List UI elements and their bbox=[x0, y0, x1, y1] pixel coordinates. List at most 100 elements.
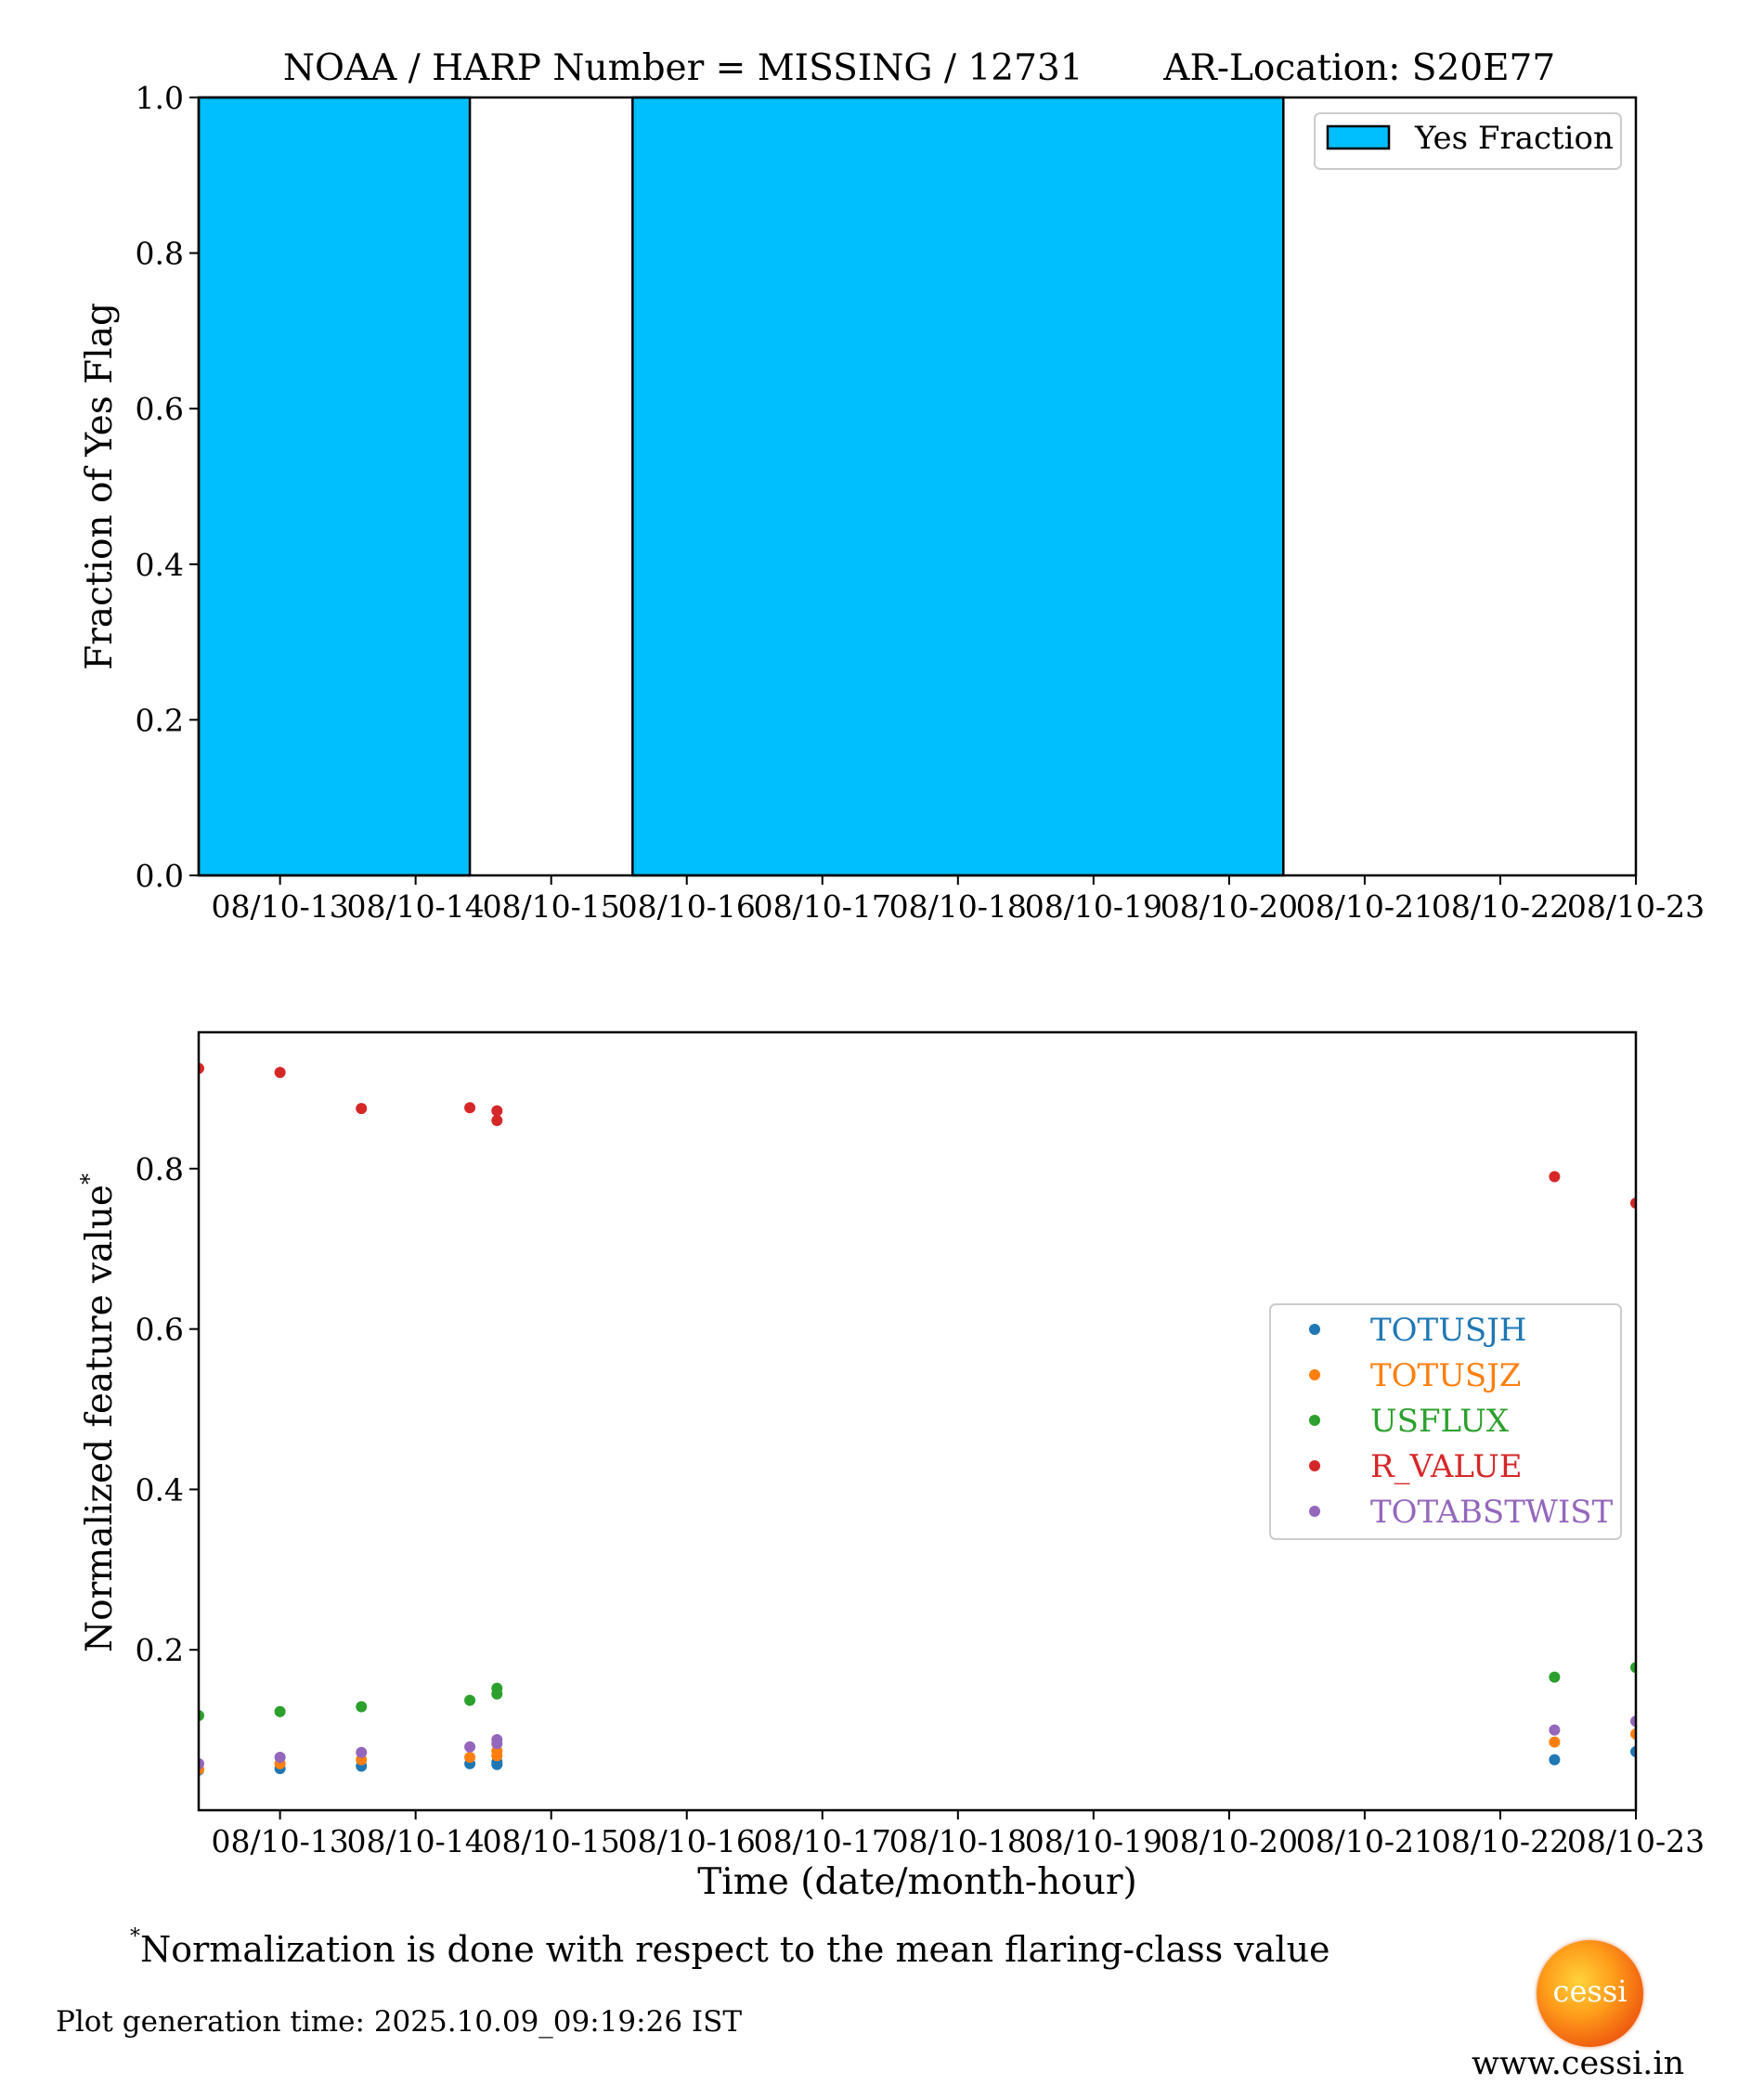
bottom-x-tick-label: 08/10-13 bbox=[211, 1823, 348, 1859]
point-usflux bbox=[491, 1682, 503, 1694]
legend-label-r-value: R_VALUE bbox=[1370, 1448, 1523, 1485]
legend-swatch-yes-fraction bbox=[1326, 124, 1391, 150]
top-chart-title: NOAA / HARP Number = MISSING / 12731 AR-… bbox=[283, 47, 1555, 89]
top-x-tick-label: 08/10-19 bbox=[1025, 888, 1162, 925]
top-y-axis-label: Fraction of Yes Flag bbox=[79, 303, 121, 670]
yes-fraction-chart: NOAA / HARP Number = MISSING / 12731 AR-… bbox=[79, 47, 1705, 925]
top-legend: Yes Fraction bbox=[1314, 112, 1622, 170]
bottom-y-axis-label: Normalized feature value* bbox=[76, 1173, 121, 1652]
point-totabstwist bbox=[464, 1741, 476, 1753]
point-totusjh bbox=[1630, 1745, 1636, 1757]
top-x-tick-label: 08/10-14 bbox=[347, 888, 485, 925]
point-totabstwist bbox=[491, 1733, 503, 1745]
top-plot-frame bbox=[197, 96, 1638, 877]
bottom-legend-box bbox=[1269, 1303, 1622, 1540]
top-x-tick-label: 08/10-20 bbox=[1161, 888, 1298, 925]
bottom-y-tick-label: 0.4 bbox=[136, 1471, 184, 1508]
point-totabstwist bbox=[1630, 1716, 1636, 1728]
bottom-y-tick-label: 0.2 bbox=[136, 1632, 184, 1668]
legend-marker-totusjz bbox=[1309, 1369, 1320, 1380]
normalization-footnote: *Normalization is done with respect to t… bbox=[130, 1925, 1330, 1970]
top-x-tick-label: 08/10-18 bbox=[889, 888, 1027, 925]
legend-marker-totabstwist bbox=[1309, 1506, 1320, 1517]
top-y-tick-label: 1.0 bbox=[136, 80, 184, 116]
footnote-marker: * bbox=[130, 1925, 140, 1949]
top-y-ticks: 0.0 0.2 0.4 0.6 0.8 1.0 bbox=[136, 80, 199, 894]
top-y-tick-label: 0.0 bbox=[136, 858, 184, 894]
legend-label-totabstwist: TOTABSTWIST bbox=[1370, 1494, 1614, 1531]
bottom-x-tick-label: 08/10-20 bbox=[1161, 1823, 1298, 1859]
point-r-value bbox=[1549, 1171, 1561, 1183]
bottom-points bbox=[199, 1062, 1636, 1776]
bottom-y-ticks: 0.2 0.4 0.6 0.8 bbox=[136, 1151, 199, 1668]
point-totusjh bbox=[1549, 1754, 1561, 1766]
point-totabstwist bbox=[1549, 1724, 1561, 1736]
top-x-tick-label: 08/10-21 bbox=[1296, 888, 1433, 925]
top-y-tick-label: 0.8 bbox=[136, 236, 184, 272]
point-totusjz bbox=[464, 1751, 476, 1763]
point-r-value bbox=[356, 1103, 368, 1115]
top-x-tick-label: 08/10-17 bbox=[754, 888, 891, 925]
bottom-x-tick-label: 08/10-23 bbox=[1567, 1823, 1705, 1859]
bottom-x-tick-label: 08/10-16 bbox=[618, 1823, 756, 1859]
legend-label-totusjh: TOTUSJH bbox=[1370, 1312, 1526, 1349]
point-totabstwist bbox=[356, 1746, 368, 1758]
footnote-text: Normalization is done with respect to th… bbox=[140, 1929, 1330, 1970]
top-x-tick-label: 08/10-13 bbox=[211, 888, 348, 925]
bottom-x-tick-label: 08/10-21 bbox=[1296, 1823, 1433, 1859]
top-y-tick-label: 0.6 bbox=[136, 391, 184, 427]
point-r-value bbox=[491, 1105, 503, 1117]
bottom-x-tick-label: 08/10-14 bbox=[347, 1823, 485, 1859]
bottom-x-tick-label: 08/10-22 bbox=[1432, 1823, 1569, 1859]
bottom-legend-entries: TOTUSJH TOTUSJZ USFLUX R_VALUE TOTABSTWIST bbox=[1309, 1312, 1614, 1531]
bottom-plot-frame bbox=[197, 1030, 1638, 1812]
bottom-y-axis-label-superscript: * bbox=[76, 1173, 102, 1185]
legend-marker-usflux bbox=[1309, 1415, 1320, 1426]
generation-time: Plot generation time: 2025.10.09_09:19:2… bbox=[56, 2005, 743, 2039]
legend-label-usflux: USFLUX bbox=[1370, 1403, 1510, 1440]
legend-label-totusjz: TOTUSJZ bbox=[1370, 1357, 1521, 1394]
bottom-x-tick-label: 08/10-18 bbox=[889, 1823, 1027, 1859]
point-r-value bbox=[1630, 1198, 1636, 1210]
top-x-tick-label: 08/10-16 bbox=[618, 888, 756, 925]
logo-text: cessi bbox=[1552, 1974, 1628, 2009]
point-usflux bbox=[274, 1705, 286, 1717]
bottom-y-tick-label: 0.6 bbox=[136, 1312, 184, 1348]
top-legend-box bbox=[1314, 112, 1622, 170]
top-x-tick-label: 08/10-23 bbox=[1567, 888, 1705, 925]
point-r-value bbox=[274, 1067, 286, 1079]
point-totabstwist bbox=[199, 1757, 204, 1769]
point-totusjz bbox=[1630, 1728, 1636, 1740]
point-r-value bbox=[199, 1062, 204, 1074]
bar-2 bbox=[631, 96, 1285, 877]
feature-value-chart: 0.20.40.60.8 08/10-1308/10-1408/10-1508/… bbox=[76, 1030, 1705, 1903]
bottom-x-ticks: 08/10-1308/10-1408/10-1508/10-1608/10-17… bbox=[211, 1810, 1705, 1859]
point-usflux bbox=[1549, 1671, 1561, 1683]
top-x-tick-label: 08/10-15 bbox=[483, 888, 620, 925]
top-y-tick-label: 0.4 bbox=[136, 547, 184, 583]
legend-label-yes-fraction: Yes Fraction bbox=[1414, 120, 1614, 157]
point-usflux bbox=[199, 1710, 204, 1722]
bottom-y-tick-label: 0.8 bbox=[136, 1151, 184, 1187]
top-x-ticks: 08/10-1308/10-1408/10-1508/10-1608/10-17… bbox=[211, 875, 1705, 925]
bottom-x-tick-label: 08/10-17 bbox=[754, 1823, 891, 1859]
point-usflux bbox=[1630, 1662, 1636, 1674]
legend-marker-r-value bbox=[1309, 1460, 1320, 1471]
point-totabstwist bbox=[274, 1751, 286, 1763]
point-r-value bbox=[491, 1115, 503, 1127]
bottom-x-tick-label: 08/10-15 bbox=[483, 1823, 620, 1859]
bottom-y-axis-label-text: Normalized feature value bbox=[79, 1185, 121, 1652]
point-usflux bbox=[464, 1694, 476, 1706]
bar-0 bbox=[197, 96, 472, 877]
top-bars bbox=[197, 96, 1285, 877]
top-x-tick-label: 08/10-22 bbox=[1432, 888, 1569, 925]
website-url: www.cessi.in bbox=[1472, 2045, 1685, 2082]
top-y-tick-label: 0.2 bbox=[136, 702, 184, 738]
legend-marker-totusjh bbox=[1309, 1324, 1320, 1335]
point-totusjz bbox=[1549, 1736, 1561, 1748]
bottom-x-tick-label: 08/10-19 bbox=[1025, 1823, 1162, 1859]
bottom-legend: TOTUSJH TOTUSJZ USFLUX R_VALUE TOTABSTWIST bbox=[1269, 1303, 1622, 1540]
bottom-x-axis-label: Time (date/month-hour) bbox=[697, 1861, 1136, 1903]
point-usflux bbox=[356, 1701, 368, 1713]
